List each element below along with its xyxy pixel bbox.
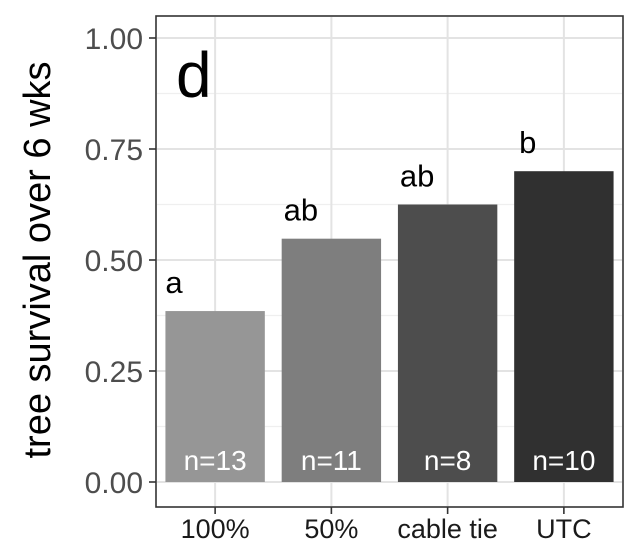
y-tick-label: 0.00	[85, 467, 143, 500]
bar-cable-tie	[397, 204, 498, 482]
y-tick-label: 0.25	[85, 356, 143, 389]
bar-utc	[514, 171, 614, 482]
significance-label: ab	[284, 193, 318, 228]
y-tick-label: 0.75	[85, 134, 143, 167]
axes: 0.00 0.25 0.50 0.75 1.00 100% 50% cable tie UTC	[85, 23, 592, 544]
bars: a n=13 ab n=11 ab n=8 b n=10	[165, 125, 614, 482]
significance-label: b	[519, 125, 536, 160]
n-label: n=11	[301, 445, 362, 476]
significance-label: a	[165, 265, 183, 300]
n-label: n=8	[424, 445, 472, 476]
x-tick-label: 50%	[304, 514, 358, 544]
x-tick-label: 100%	[181, 514, 250, 544]
bar-100-	[165, 311, 265, 482]
n-label: n=13	[184, 445, 247, 476]
significance-label: ab	[400, 159, 434, 194]
y-tick-label: 0.50	[85, 245, 143, 278]
bar-50-	[281, 238, 382, 482]
x-tick-label: UTC	[536, 514, 592, 544]
y-tick-label: 1.00	[85, 23, 143, 56]
y-axis-title: tree survival over 6 wks	[17, 61, 59, 458]
x-tick-label: cable tie	[397, 514, 498, 544]
n-label: n=10	[532, 445, 595, 476]
panel-tag: d	[176, 39, 212, 111]
